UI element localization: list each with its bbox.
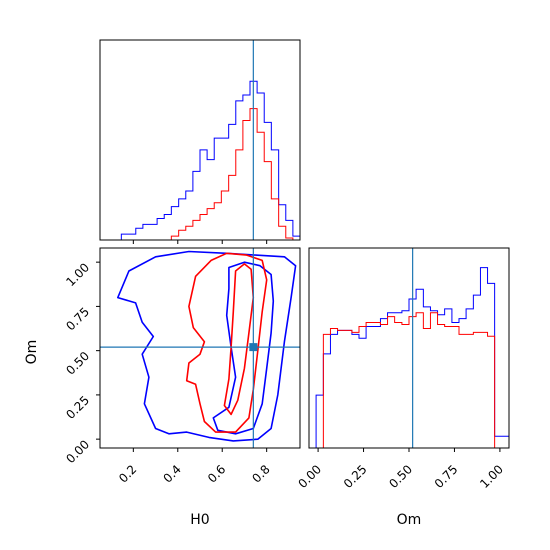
h0-hist-frame [99,39,301,241]
om-axis-label-y: Om [24,340,40,365]
x-tick-label-h0: 0.2 [116,462,139,485]
x-tick-label-om: 0.75 [432,462,461,491]
y-tick-label-om: 0.50 [63,349,92,378]
om-axis-label-x: Om [397,512,422,528]
x-tick-label-h0: 0.6 [205,462,228,485]
blue-contour-level-2 [212,261,275,435]
contour-frame [99,247,301,449]
y-tick-label-om: 0.25 [63,393,92,422]
h0-om-contour-panel: 0.2 0.4 0.6 0.8 0.00 0.25 0.50 0.75 1.00 [63,247,301,486]
h0-hist-series-red [100,108,300,241]
h0-axis-label: H0 [190,512,209,528]
om-hist-series-blue [309,267,510,449]
contour-area [117,250,297,442]
h0-histogram-panel [99,39,301,244]
y-tick-label-om: 0.00 [63,437,92,466]
x-tick-label-om: 0.25 [341,462,370,491]
x-tick-label-om: 0.50 [386,462,415,491]
x-tick-label-h0: 0.8 [249,462,272,485]
om-hist-series-red [309,312,509,449]
x-tick-label-h0: 0.4 [160,462,183,485]
x-tick-label-om: 1.00 [477,462,506,491]
y-tick-label-om: 1.00 [63,260,92,289]
om-hist-frame [308,247,510,449]
om-histogram-panel: 0.00 0.25 0.50 0.75 1.00 [295,247,510,491]
truth-marker [249,343,258,352]
y-tick-label-om: 0.75 [63,305,92,334]
blue-contour-level-1 [117,250,297,442]
h0-hist-series-blue [100,80,301,241]
red-contour-level-1 [185,252,268,433]
x-tick-label-om: 0.00 [295,462,324,491]
